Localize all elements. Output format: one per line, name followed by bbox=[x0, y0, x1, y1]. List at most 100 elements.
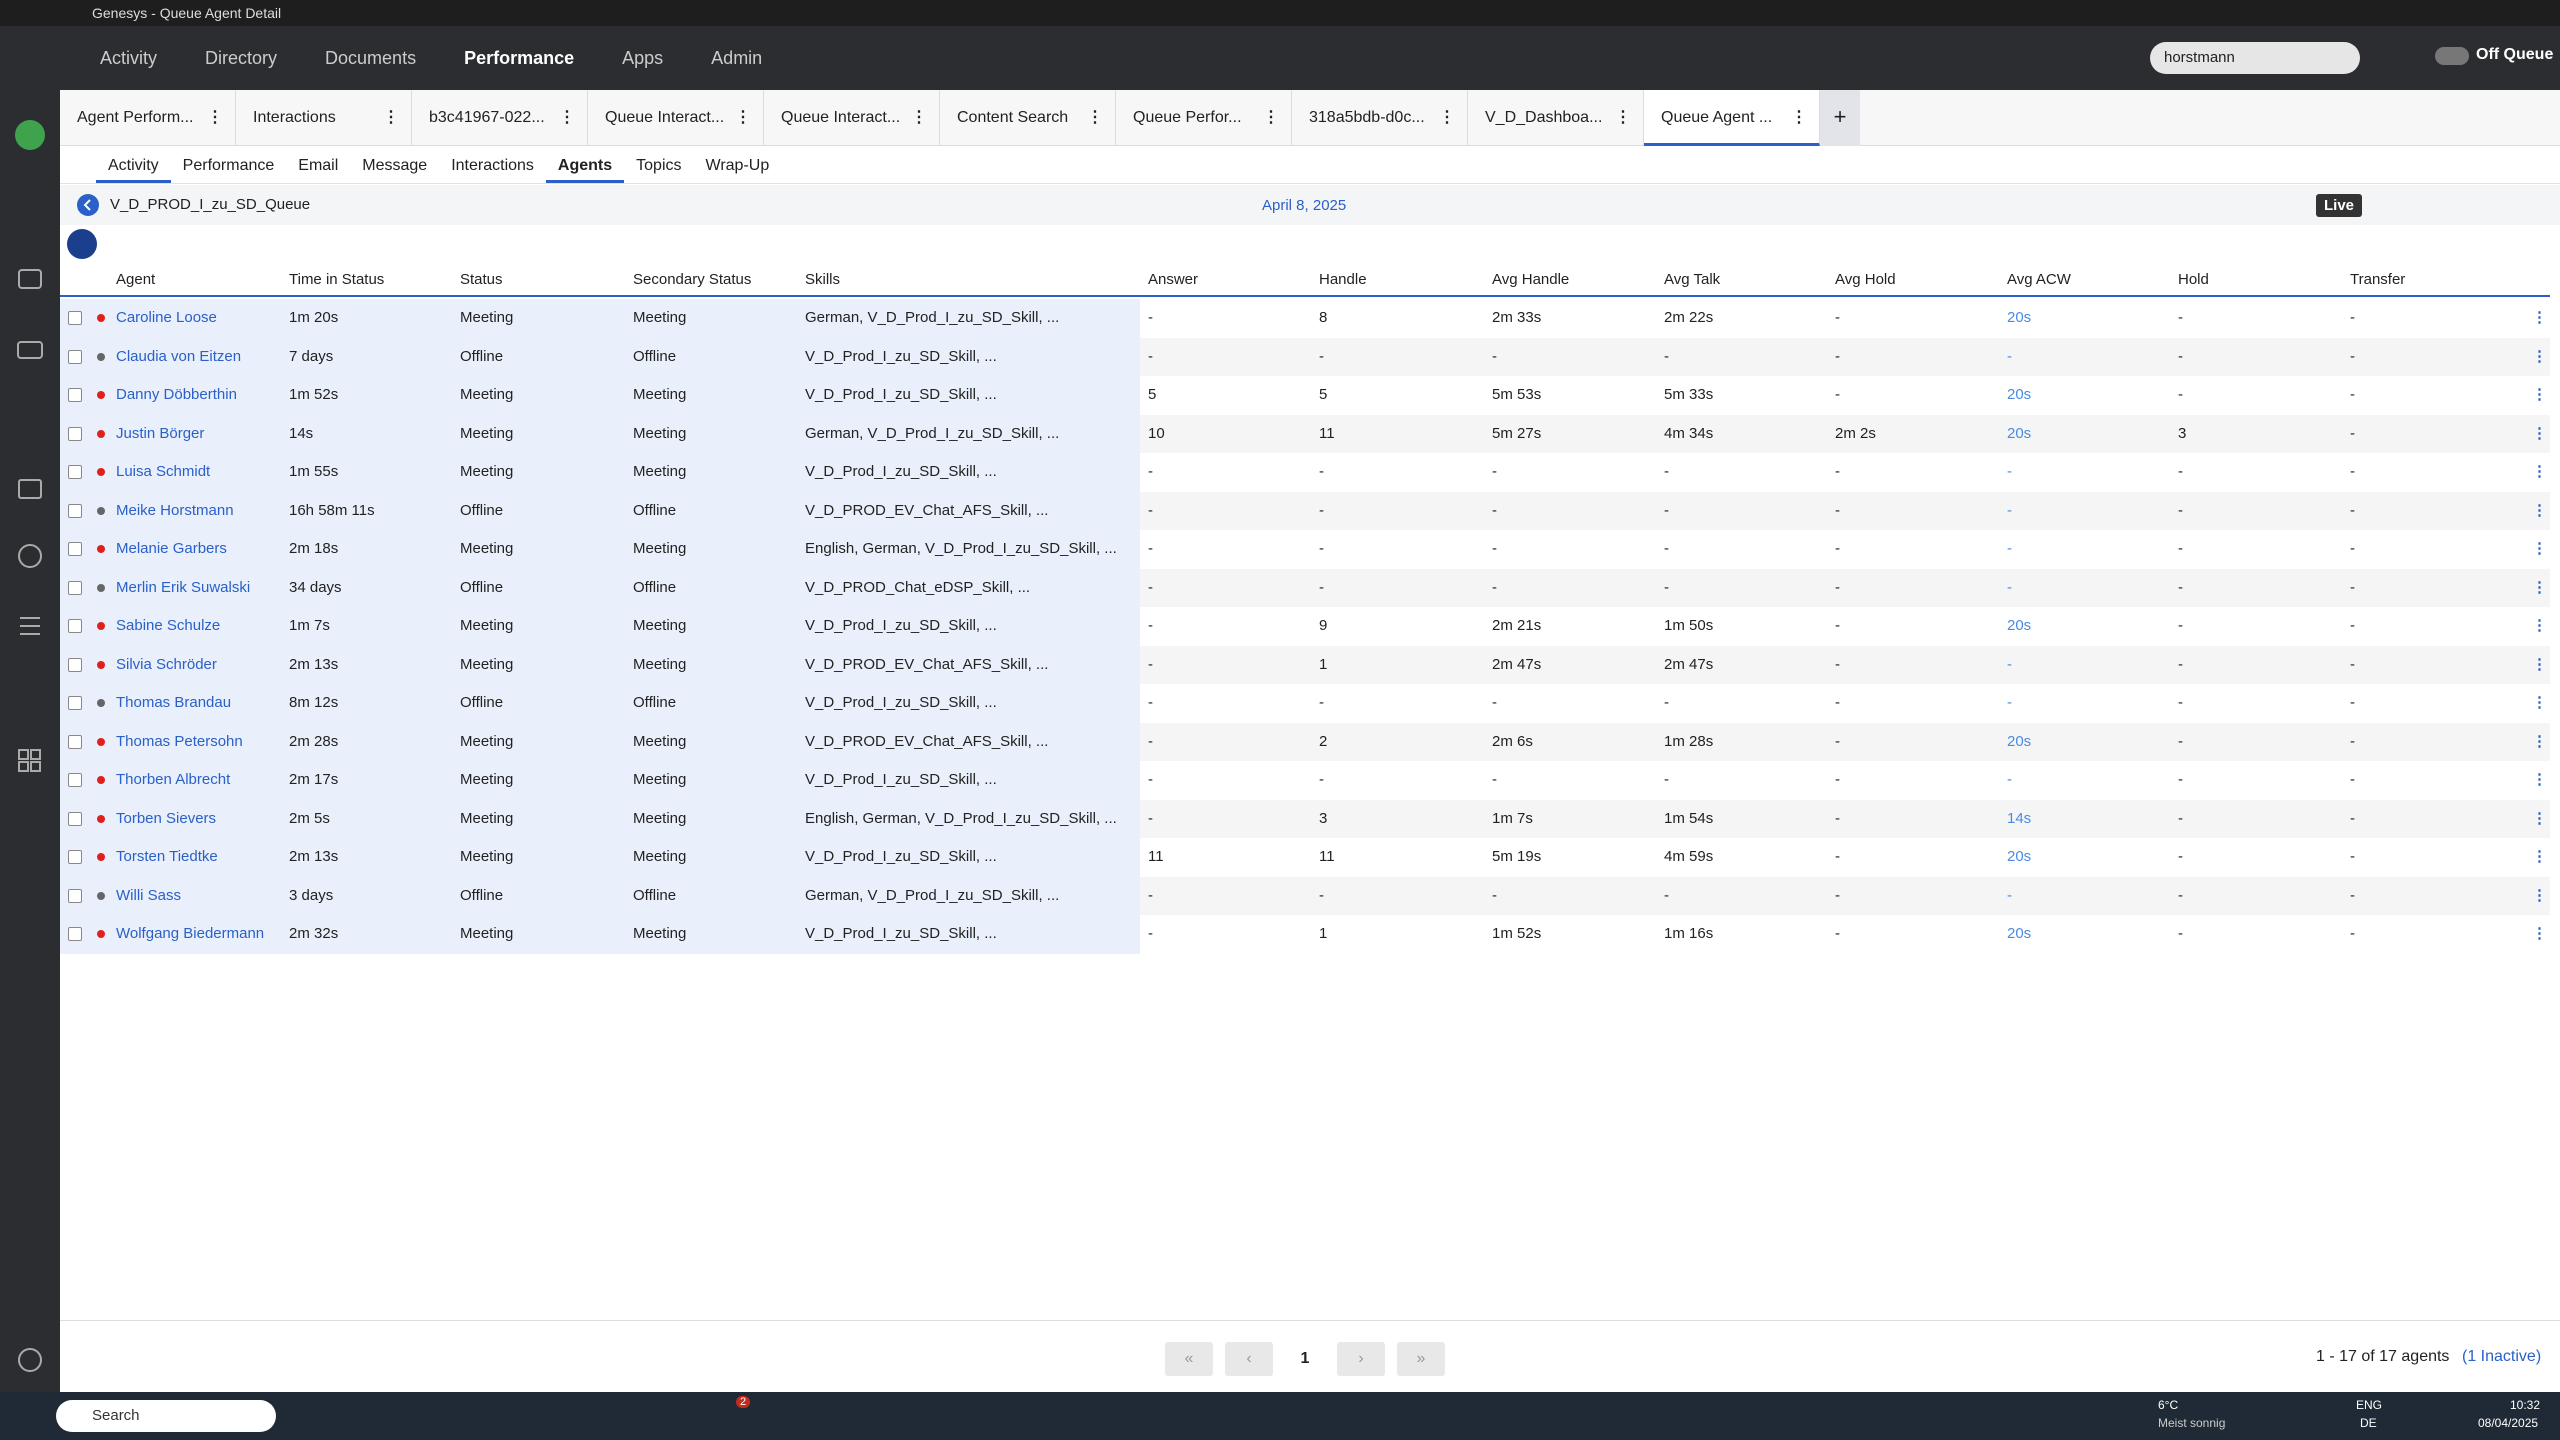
sub-tab[interactable]: Topics bbox=[636, 157, 682, 174]
row-menu[interactable]: ⋮ bbox=[2532, 848, 2547, 865]
first-page[interactable]: « bbox=[1165, 1342, 1213, 1376]
tab[interactable]: 318a5bdb-d0c... bbox=[1292, 90, 1468, 146]
tab[interactable]: b3c41967-022... bbox=[412, 90, 588, 146]
checkbox[interactable] bbox=[68, 349, 82, 364]
tab[interactable]: V_D_Dashboa... bbox=[1468, 90, 1644, 146]
inactive-link[interactable]: (1 Inactive) bbox=[2462, 1348, 2542, 1365]
checkbox[interactable] bbox=[68, 311, 82, 325]
cell[interactable]: Caroline Loose bbox=[116, 309, 217, 326]
checkbox[interactable] bbox=[68, 888, 82, 903]
cell[interactable]: Danny Döbberthin bbox=[116, 386, 237, 403]
cell[interactable]: Meike Horstmann bbox=[116, 501, 234, 519]
row-menu[interactable]: ⋮ bbox=[2532, 617, 2547, 634]
row-menu[interactable]: ⋮ bbox=[2532, 386, 2547, 403]
row-menu[interactable]: ⋮ bbox=[2532, 732, 2547, 750]
row-menu[interactable]: ⋮ bbox=[2532, 540, 2547, 557]
row-menu[interactable]: ⋮ bbox=[2532, 809, 2547, 827]
tab[interactable]: Agent Perform... bbox=[60, 90, 236, 146]
checkbox[interactable] bbox=[68, 850, 82, 864]
cell[interactable]: Melanie Garbers bbox=[116, 540, 227, 557]
last-page[interactable]: » bbox=[1397, 1342, 1445, 1376]
back-button[interactable] bbox=[76, 193, 100, 217]
cell[interactable]: Torben Sievers bbox=[116, 809, 217, 827]
checkbox[interactable] bbox=[68, 696, 82, 710]
page-number[interactable]: 1 bbox=[1300, 1350, 1310, 1367]
cell[interactable]: Willi Sass bbox=[116, 886, 182, 904]
row-menu[interactable]: ⋮ bbox=[2532, 655, 2547, 673]
sub-tab[interactable]: Email bbox=[298, 157, 339, 174]
cell[interactable]: Thomas Brandau bbox=[116, 694, 232, 711]
row-menu[interactable]: ⋮ bbox=[2532, 463, 2547, 480]
taskbar-search[interactable]: Search bbox=[56, 1400, 276, 1432]
row-menu[interactable]: ⋮ bbox=[2532, 501, 2547, 519]
sub-tab[interactable]: Agents bbox=[545, 146, 625, 183]
cell[interactable]: Wolfgang Biedermann bbox=[116, 925, 265, 942]
checkbox[interactable] bbox=[68, 388, 82, 402]
checkbox[interactable] bbox=[68, 542, 82, 556]
column-header[interactable]: Time in Status bbox=[289, 271, 385, 288]
row-menu[interactable]: ⋮ bbox=[2532, 886, 2547, 904]
prev-page[interactable]: ‹ bbox=[1225, 1342, 1273, 1376]
sub-tab[interactable]: Message bbox=[362, 157, 428, 174]
tab[interactable]: Queue Interact... bbox=[764, 90, 940, 146]
cell[interactable]: Silvia Schröder bbox=[116, 655, 217, 673]
live-badge[interactable]: Live bbox=[2316, 194, 2363, 217]
checkbox[interactable] bbox=[68, 580, 82, 595]
cell[interactable]: Torsten Tiedtke bbox=[116, 848, 218, 865]
checkbox[interactable] bbox=[68, 734, 82, 749]
tab[interactable]: Queue Interact... bbox=[588, 90, 764, 146]
cell[interactable]: Thomas Petersohn bbox=[116, 732, 243, 750]
date-picker[interactable]: April 8, 2025 bbox=[1262, 197, 1347, 214]
nav-item[interactable]: Activity bbox=[100, 47, 158, 68]
row-menu[interactable]: ⋮ bbox=[2532, 347, 2547, 365]
row-menu[interactable]: ⋮ bbox=[2532, 771, 2547, 788]
row-menu[interactable]: ⋮ bbox=[2532, 309, 2547, 326]
checkbox[interactable] bbox=[68, 657, 82, 672]
sub-tab[interactable]: Interactions bbox=[451, 157, 534, 174]
column-header[interactable]: Agent bbox=[116, 271, 156, 288]
column-header[interactable]: Avg ACW bbox=[2007, 271, 2071, 288]
cell[interactable]: Luisa Schmidt bbox=[116, 463, 211, 480]
tab[interactable]: Queue Agent ... bbox=[1644, 90, 1820, 146]
nav-item[interactable]: Admin bbox=[711, 47, 763, 68]
row-menu[interactable]: ⋮ bbox=[2532, 694, 2547, 711]
row-menu[interactable]: ⋮ bbox=[2532, 578, 2547, 596]
nav-item[interactable]: Apps bbox=[622, 47, 664, 68]
row-menu[interactable]: ⋮ bbox=[2532, 424, 2547, 442]
phone-button[interactable] bbox=[66, 228, 98, 260]
sub-tab[interactable]: Performance bbox=[182, 157, 275, 174]
next-page[interactable]: › bbox=[1337, 1342, 1385, 1376]
column-header[interactable]: Hold bbox=[2178, 271, 2209, 288]
column-header[interactable]: Answer bbox=[1148, 271, 1199, 288]
checkbox[interactable] bbox=[68, 503, 82, 518]
column-header[interactable]: Avg Talk bbox=[1664, 271, 1721, 288]
tab[interactable]: Interactions bbox=[236, 90, 412, 146]
tab[interactable]: Content Search bbox=[940, 90, 1116, 146]
column-header[interactable]: Skills bbox=[805, 271, 841, 288]
checkbox[interactable] bbox=[68, 426, 82, 441]
column-header[interactable]: Avg Handle bbox=[1492, 271, 1570, 288]
nav-item[interactable]: Directory bbox=[205, 47, 278, 68]
column-header[interactable]: Transfer bbox=[2350, 271, 2406, 288]
cell[interactable]: Justin Börger bbox=[116, 424, 205, 442]
column-header[interactable]: Status bbox=[460, 271, 503, 288]
nav-item[interactable]: Performance bbox=[464, 47, 575, 68]
checkbox[interactable] bbox=[68, 811, 82, 826]
column-header[interactable]: Secondary Status bbox=[633, 271, 752, 288]
cell[interactable]: Merlin Erik Suwalski bbox=[116, 578, 251, 596]
new-tab[interactable]: + bbox=[1820, 90, 1860, 146]
column-header[interactable]: Handle bbox=[1319, 271, 1367, 288]
checkbox[interactable] bbox=[68, 773, 82, 787]
cell[interactable]: Sabine Schulze bbox=[116, 617, 221, 634]
row-menu[interactable]: ⋮ bbox=[2532, 925, 2547, 942]
sub-tab[interactable]: Wrap-Up bbox=[705, 157, 770, 174]
tab[interactable]: Queue Perfor... bbox=[1116, 90, 1292, 146]
queue-toggle[interactable] bbox=[2435, 47, 2469, 65]
checkbox[interactable] bbox=[68, 927, 82, 941]
sub-tab[interactable]: Activity bbox=[96, 146, 171, 183]
checkbox[interactable] bbox=[68, 619, 82, 633]
checkbox[interactable] bbox=[68, 465, 82, 479]
nav-item[interactable]: Documents bbox=[325, 47, 417, 68]
cell[interactable]: Thorben Albrecht bbox=[116, 771, 231, 788]
column-header[interactable]: Avg Hold bbox=[1835, 271, 1896, 288]
